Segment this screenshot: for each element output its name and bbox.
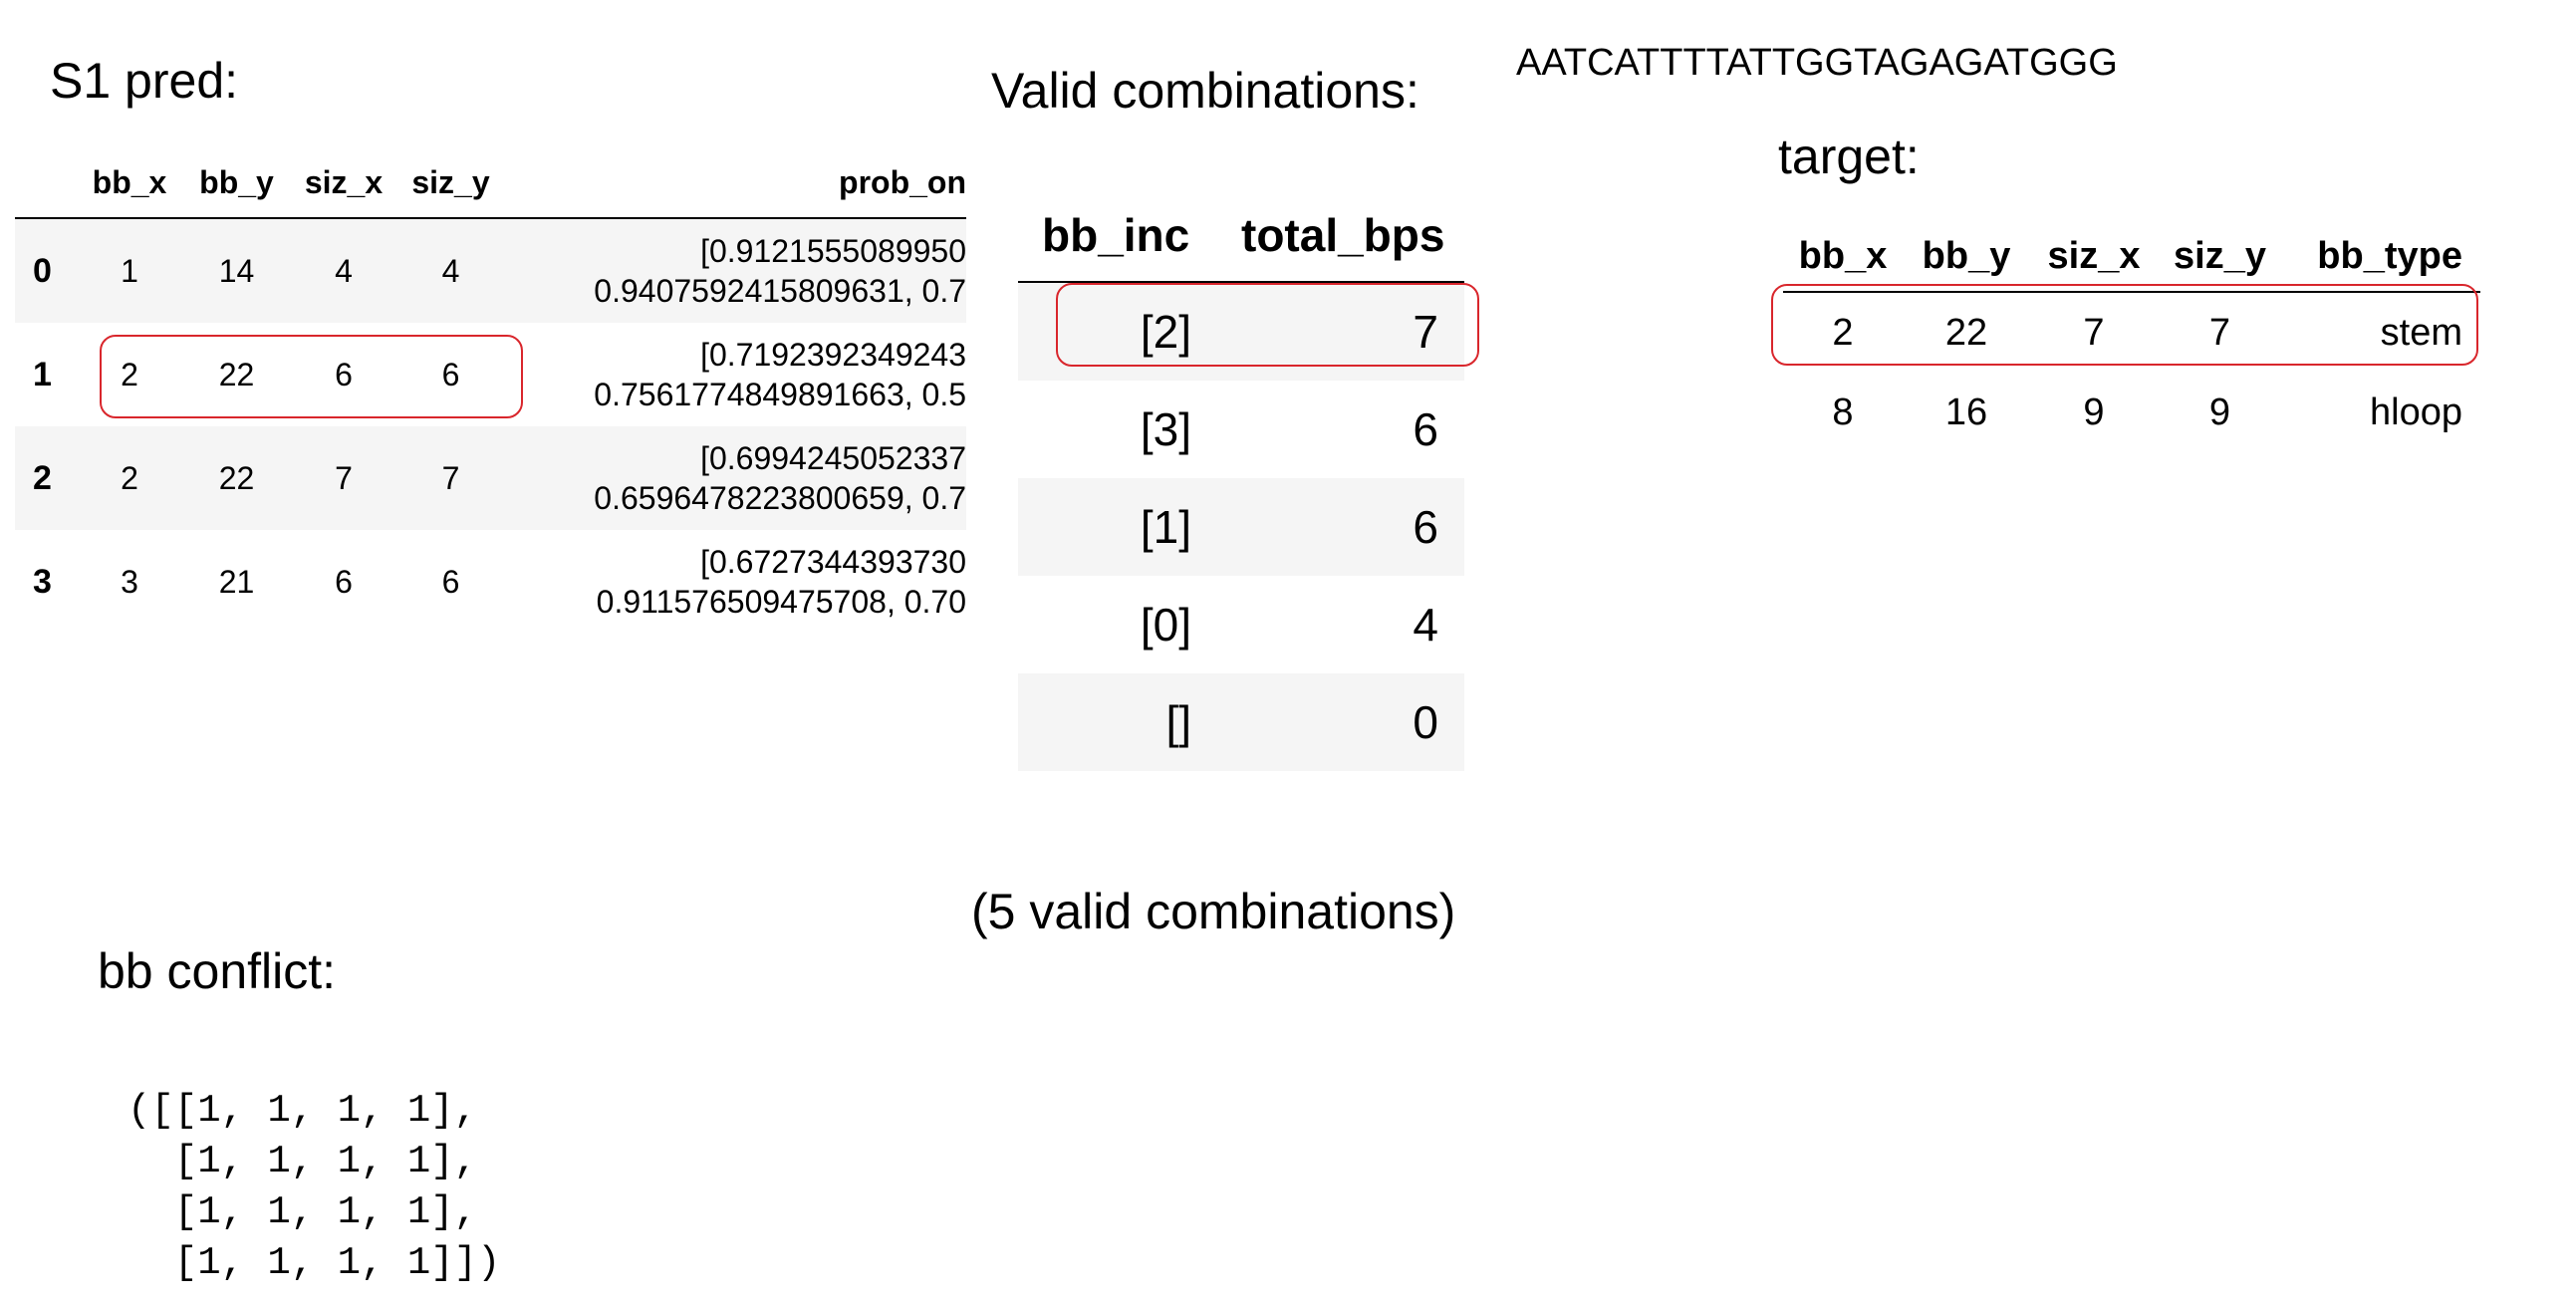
column-header: bb_x — [1798, 234, 1888, 277]
sequence-text: AATCATTTTATTGGTAGAGATGGG — [1516, 42, 2118, 84]
index-header — [15, 147, 75, 218]
valid-combinations-table: bb_inc total_bps [2] 7 [3] 6 [1] 6 [0] 4… — [1018, 189, 1464, 771]
cell-siz-x: 9 — [2083, 391, 2105, 433]
table-row: 0 1 14 4 4 [0.9121555089950 0.94075924158… — [15, 218, 966, 323]
prob-line: 0.9407592415809631, 0.7 — [594, 273, 966, 309]
column-header: siz_x — [304, 163, 384, 200]
row-index: 1 — [33, 355, 52, 393]
column-header: bb_y — [199, 163, 274, 200]
s1-pred-table: bb_x bb_y siz_x siz_y prob_on 0 1 14 4 4… — [15, 147, 966, 634]
combinations-count-note: (5 valid combinations) — [971, 884, 1456, 939]
prob-line: 0.911576509475708, 0.70 — [596, 584, 966, 620]
column-header: total_bps — [1241, 209, 1445, 261]
cell-prob-on: [0.9121555089950 0.9407592415809631, 0.7 — [503, 218, 966, 323]
cell-bb-inc: [0] — [1140, 599, 1191, 651]
cell-bb-y: 22 — [218, 459, 255, 496]
cell-siz-y: 9 — [2208, 391, 2231, 433]
bb-conflict-matrix: ([[1, 1, 1, 1], [1, 1, 1, 1], [1, 1, 1, … — [128, 1086, 500, 1289]
table-row: [1] 6 — [1018, 478, 1464, 576]
column-header: siz_y — [411, 163, 490, 200]
prob-line: [0.7192392349243 — [700, 337, 966, 373]
s1-pred-heading: S1 pred: — [50, 53, 239, 109]
cell-siz-x: 6 — [335, 356, 353, 392]
cell-bb-y: 21 — [218, 563, 255, 600]
target-heading: target: — [1778, 129, 1920, 184]
table-row: 2 2 22 7 7 [0.6994245052337 0.65964782238… — [15, 426, 966, 530]
cell-siz-x: 4 — [335, 252, 353, 289]
cell-bb-inc: [3] — [1140, 403, 1191, 455]
row-index: 3 — [33, 562, 52, 601]
column-header: bb_x — [92, 163, 167, 200]
cell-total-bps: 6 — [1413, 501, 1438, 553]
cell-bb-y: 22 — [1944, 311, 1988, 354]
cell-siz-y: 6 — [441, 563, 460, 600]
cell-bb-inc: [2] — [1140, 306, 1191, 358]
row-index: 0 — [33, 251, 52, 290]
cell-siz-x: 6 — [335, 563, 353, 600]
column-header: bb_type — [2317, 234, 2462, 277]
code-line: [1, 1, 1, 1]]) — [128, 1241, 501, 1285]
cell-siz-x: 7 — [335, 459, 353, 496]
table-row: 2 22 7 7 stem — [1783, 292, 2480, 373]
cell-bb-type: hloop — [2370, 391, 2462, 433]
cell-bb-x: 2 — [121, 356, 138, 392]
cell-bb-x: 2 — [121, 459, 138, 496]
column-header: bb_inc — [1042, 209, 1190, 261]
cell-total-bps: 4 — [1413, 599, 1438, 651]
cell-total-bps: 6 — [1413, 403, 1438, 455]
cell-prob-on: [0.6994245052337 0.6596478223800659, 0.7 — [503, 426, 966, 530]
table-row: [0] 4 — [1018, 576, 1464, 673]
table-row: [2] 7 — [1018, 282, 1464, 381]
prob-line: 0.6596478223800659, 0.7 — [594, 480, 966, 516]
table-row: 3 3 21 6 6 [0.6727344393730 0.91157650947… — [15, 530, 966, 634]
code-line: [1, 1, 1, 1], — [128, 1140, 478, 1183]
column-header: prob_on — [839, 163, 966, 200]
row-index: 2 — [33, 458, 52, 497]
cell-prob-on: [0.7192392349243 0.7561774849891663, 0.5 — [503, 323, 966, 426]
prob-line: [0.6994245052337 — [700, 440, 966, 476]
cell-total-bps: 0 — [1413, 696, 1438, 748]
prob-line: 0.7561774849891663, 0.5 — [594, 377, 966, 412]
target-table: bb_x bb_y siz_x siz_y bb_type 2 22 7 7 s… — [1783, 221, 2480, 452]
column-header: siz_y — [2174, 234, 2266, 277]
table-row: [3] 6 — [1018, 381, 1464, 478]
cell-bb-x: 8 — [1832, 391, 1854, 433]
prob-line: [0.9121555089950 — [700, 233, 966, 269]
cell-bb-y: 22 — [218, 356, 255, 392]
table-header-row: bb_x bb_y siz_x siz_y prob_on — [15, 147, 966, 218]
cell-siz-y: 6 — [441, 356, 460, 392]
cell-bb-y: 14 — [218, 252, 255, 289]
cell-bb-x: 1 — [121, 252, 138, 289]
table-row: 1 2 22 6 6 [0.7192392349243 0.75617748498… — [15, 323, 966, 426]
code-line: ([[1, 1, 1, 1], — [128, 1089, 478, 1133]
column-header: bb_y — [1922, 234, 2011, 277]
table-row: 8 16 9 9 hloop — [1783, 373, 2480, 452]
cell-bb-inc: [1] — [1140, 501, 1191, 553]
table-header-row: bb_inc total_bps — [1018, 189, 1464, 282]
table-header-row: bb_x bb_y siz_x siz_y bb_type — [1783, 221, 2480, 292]
cell-bb-y: 16 — [1944, 391, 1988, 433]
cell-siz-y: 7 — [2208, 311, 2231, 354]
cell-prob-on: [0.6727344393730 0.911576509475708, 0.70 — [503, 530, 966, 634]
cell-bb-x: 3 — [121, 563, 138, 600]
cell-bb-inc: [] — [1165, 696, 1191, 748]
cell-bb-x: 2 — [1832, 311, 1854, 354]
code-line: [1, 1, 1, 1], — [128, 1190, 478, 1234]
cell-siz-y: 4 — [441, 252, 460, 289]
valid-combinations-heading: Valid combinations: — [991, 63, 1419, 119]
cell-siz-y: 7 — [441, 459, 460, 496]
bb-conflict-heading: bb conflict: — [98, 943, 337, 999]
table-row: [] 0 — [1018, 673, 1464, 771]
cell-siz-x: 7 — [2083, 311, 2105, 354]
cell-bb-type: stem — [2380, 311, 2462, 354]
column-header: siz_x — [2047, 234, 2141, 277]
prob-line: [0.6727344393730 — [700, 544, 966, 580]
cell-total-bps: 7 — [1413, 306, 1438, 358]
